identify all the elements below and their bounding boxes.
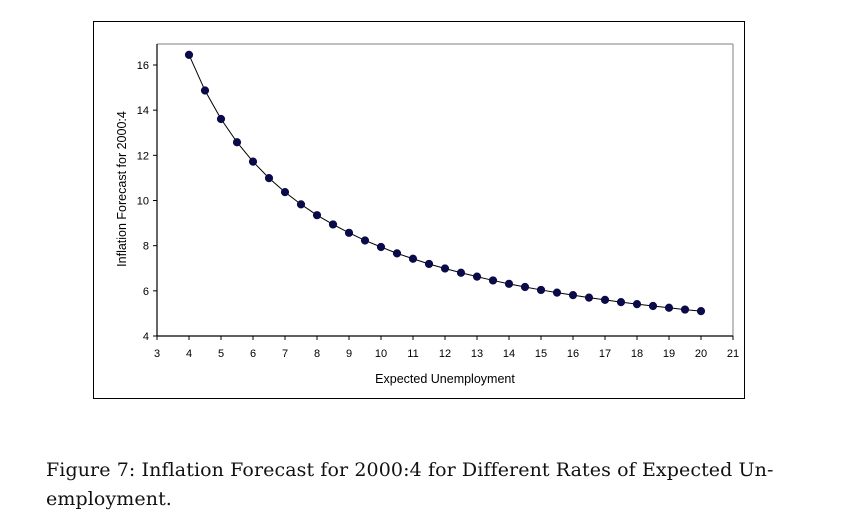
data-point bbox=[184, 50, 194, 59]
data-point bbox=[584, 293, 594, 302]
x-tick-label: 8 bbox=[314, 348, 320, 360]
y-tick-label: 10 bbox=[137, 196, 149, 208]
series-layer bbox=[184, 50, 706, 316]
y-tick-label: 4 bbox=[143, 331, 149, 343]
data-point bbox=[456, 268, 466, 277]
data-point bbox=[296, 200, 306, 209]
data-point bbox=[440, 264, 450, 273]
x-tick-label: 17 bbox=[599, 348, 611, 360]
data-point bbox=[216, 114, 226, 124]
x-tick-label: 6 bbox=[250, 348, 256, 360]
y-axis: 4 6 8 10 12 14 16 bbox=[137, 60, 157, 343]
data-point bbox=[568, 291, 578, 300]
x-tick-label: 3 bbox=[154, 348, 160, 360]
x-tick-label: 9 bbox=[346, 348, 352, 360]
data-point bbox=[664, 303, 674, 312]
x-tick-label: 21 bbox=[727, 348, 739, 360]
data-point bbox=[312, 211, 322, 220]
x-tick-label: 4 bbox=[186, 348, 192, 360]
plot-area bbox=[156, 43, 734, 337]
x-tick-label: 12 bbox=[439, 348, 451, 360]
x-axis: 3 4 5 6 7 8 9 10 11 12 13 14 15 16 17 18 19 20 21 bbox=[154, 336, 739, 360]
x-axis-title: Expected Unemployment bbox=[375, 372, 515, 386]
y-tick-label: 8 bbox=[143, 241, 149, 253]
x-tick-label: 15 bbox=[535, 348, 547, 360]
data-point bbox=[376, 242, 386, 252]
data-point bbox=[360, 236, 370, 245]
data-point bbox=[536, 285, 546, 295]
x-tick-label: 13 bbox=[471, 348, 483, 360]
data-point bbox=[232, 138, 242, 147]
y-tick-label: 16 bbox=[137, 60, 149, 72]
data-point bbox=[552, 288, 562, 297]
x-tick-label: 5 bbox=[218, 348, 224, 360]
series-line bbox=[188, 54, 702, 312]
y-tick-label: 14 bbox=[137, 105, 149, 117]
data-point bbox=[248, 157, 258, 166]
y-tick-label: 6 bbox=[143, 286, 149, 298]
y-tick-label: 12 bbox=[137, 150, 149, 162]
caption-line-1: Figure 7: Inflation Forecast for 2000:4 … bbox=[46, 459, 774, 481]
data-point bbox=[520, 282, 530, 292]
data-point bbox=[424, 259, 434, 269]
data-point bbox=[504, 279, 514, 288]
x-tick-label: 16 bbox=[567, 348, 579, 360]
y-axis-title: Inflation Forecast for 2000:4 bbox=[115, 111, 129, 267]
data-point bbox=[264, 174, 274, 183]
data-point bbox=[632, 300, 642, 309]
x-tick-label: 14 bbox=[503, 348, 515, 360]
data-point bbox=[616, 298, 626, 307]
data-point bbox=[280, 188, 290, 197]
data-point bbox=[344, 228, 354, 237]
x-tick-label: 7 bbox=[282, 348, 288, 360]
figure-caption: Figure 7: Inflation Forecast for 2000:4 … bbox=[46, 456, 806, 514]
caption-line-2: employment. bbox=[46, 488, 172, 510]
data-point bbox=[680, 305, 690, 314]
x-tick-label: 11 bbox=[407, 348, 418, 360]
data-point bbox=[600, 295, 610, 304]
data-point bbox=[408, 254, 418, 263]
data-point bbox=[392, 249, 402, 258]
chart: 3 4 5 6 7 8 9 10 11 12 13 14 15 16 17 18 19 20 21 46810121… bbox=[115, 43, 739, 386]
data-point bbox=[328, 220, 338, 229]
x-tick-label: 19 bbox=[663, 348, 675, 360]
data-point bbox=[696, 307, 706, 316]
x-tick-label: 10 bbox=[375, 348, 387, 360]
data-point bbox=[472, 272, 482, 281]
data-point bbox=[200, 86, 210, 95]
x-tick-label: 18 bbox=[631, 348, 643, 360]
data-point bbox=[488, 276, 498, 285]
x-tick-label: 20 bbox=[695, 348, 707, 360]
data-point bbox=[648, 301, 658, 311]
